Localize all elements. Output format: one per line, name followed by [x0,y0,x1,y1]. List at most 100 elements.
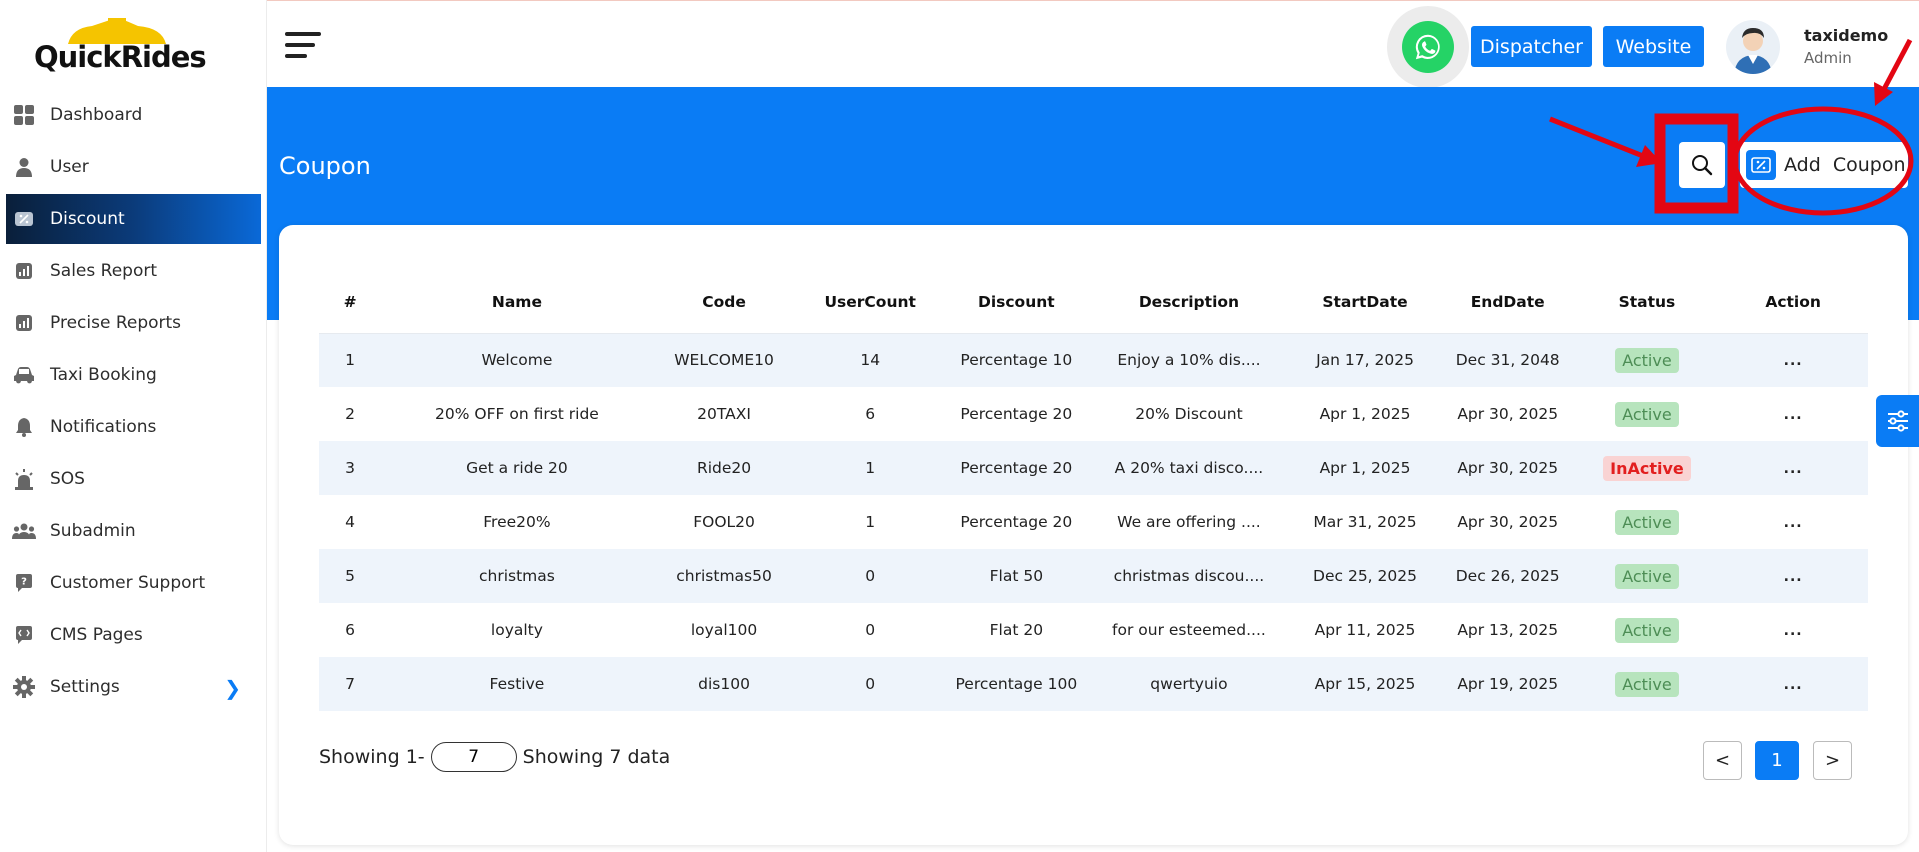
sidebar-item-label: Precise Reports [50,313,182,333]
sidebar-item-customer-support[interactable]: ? Customer Support [6,558,261,608]
table-cell: 20% OFF on first ride [435,405,599,423]
sidebar-item-sales-report[interactable]: Sales Report [6,246,261,296]
table-cell: Apr 1, 2025 [1319,459,1411,477]
next-page-button[interactable]: > [1813,741,1852,780]
showing-suffix: Showing 7 data [522,746,671,768]
table-cell: Festive [489,675,545,693]
user-name: taxidemo [1804,26,1889,45]
table-cell: WELCOME10 [674,351,774,370]
sidebar-item-label: Dashboard [50,105,143,125]
status-badge: Active [1615,563,1679,589]
sidebar-item-label: Subadmin [50,521,136,541]
sidebar-item-settings[interactable]: Settings ❯ [6,662,261,712]
filter-settings-tab[interactable] [1876,395,1919,447]
group-icon [12,519,36,543]
chevron-right-icon[interactable]: ❯ [224,676,241,700]
add-coupon-label: Add Coupon [1784,154,1906,176]
table-cell: Active [1576,549,1719,603]
prev-page-button[interactable]: < [1703,741,1742,780]
per-page-input[interactable] [430,742,517,772]
sidebar-item-sos[interactable]: SOS [6,454,261,504]
dispatcher-button[interactable]: Dispatcher [1471,26,1592,67]
table-cell: loyalty [490,621,543,639]
column-header: Name [491,292,542,311]
column-header: Action [1765,292,1821,311]
table-row: 7 Festive dis100 0 Percentage 100 qwertyuio Ap… [319,657,1868,711]
table-row: 6 loyalty loyal100 0 Flat 20 for our esteemed… [319,603,1868,657]
table-cell: 20% Discount [1135,405,1243,423]
table-body: 1 Welcome WELCOME10 14 Percentage 10 Enjoy a … [319,333,1868,711]
menu-toggle-icon[interactable] [285,32,325,62]
website-button[interactable]: Website [1603,26,1704,67]
car-icon [12,363,36,387]
code-icon [12,623,36,647]
more-actions-icon[interactable]: ... [1783,677,1803,693]
report-icon [12,259,36,283]
table-cell: Apr 15, 2025 [1314,675,1416,693]
table-cell: 7 [345,675,355,693]
sidebar-item-label: Sales Report [50,261,158,281]
more-actions-icon[interactable]: ... [1783,569,1803,585]
sidebar-item-taxi-booking[interactable]: Taxi Booking [6,350,261,400]
logo-text: QuickRides [34,40,207,74]
more-actions-icon[interactable]: ... [1783,407,1803,423]
sidebar-item-notifications[interactable]: Notifications [6,402,261,452]
sidebar-item-cms-pages[interactable]: CMS Pages [6,610,261,660]
table-cell: Flat 50 [989,567,1044,585]
more-actions-icon[interactable]: ... [1783,353,1803,370]
sidebar-item-user[interactable]: User [6,142,261,192]
table-cell: Active [1576,603,1719,657]
whatsapp-button-wrap [1387,6,1469,88]
sidebar-item-label: Notifications [50,417,157,437]
table-cell: Apr 11, 2025 [1314,621,1416,639]
sidebar-item-dashboard[interactable]: Dashboard [6,90,261,140]
status-badge: InActive [1603,455,1691,481]
table-cell: Percentage 20 [960,405,1073,423]
coupon-card: # Name Code UserCount Discount Description Sta… [279,225,1908,845]
table-cell: 6 [345,621,355,639]
more-actions-icon[interactable]: ... [1783,515,1803,531]
table-cell: Active [1576,657,1719,711]
table-cell: 1 [865,513,876,531]
table-cell: Welcome [481,351,553,370]
whatsapp-icon[interactable] [1402,21,1454,73]
add-coupon-button[interactable]: Add Coupon [1740,142,1908,188]
sidebar-item-discount[interactable]: Discount [6,194,261,244]
table-cell: InActive [1576,441,1719,495]
sliders-icon [1887,410,1908,432]
sidebar-item-precise-reports[interactable]: Precise Reports [6,298,261,348]
top-rule [0,0,1919,5]
column-header: Status [1618,292,1676,311]
sidebar-item-label: Discount [50,209,125,229]
table-cell: Apr 19, 2025 [1457,675,1559,693]
table-cell: Mar 31, 2025 [1313,513,1417,531]
table-cell: 0 [865,621,876,639]
coupon-icon [1746,150,1776,180]
table-cell: Percentage 20 [960,459,1073,477]
table-row: 1 Welcome WELCOME10 14 Percentage 10 Enjoy a … [319,333,1868,387]
table-cell: for our esteemed.... [1112,621,1266,639]
more-actions-icon[interactable]: ... [1783,461,1803,477]
grid-icon [12,103,36,127]
table-cell: Percentage 10 [960,351,1073,370]
table-cell: Free20% [483,513,551,531]
avatar[interactable] [1726,20,1780,74]
table-row: 3 Get a ride 20 Ride20 1 Percentage 20 A 20% … [319,441,1868,495]
table-cell: Dec 26, 2025 [1455,567,1560,585]
more-actions-icon[interactable]: ... [1783,623,1803,639]
table-cell: 3 [345,459,355,477]
table-cell: 0 [865,675,876,693]
logo[interactable]: QuickRides [34,16,207,82]
table-cell: Active [1576,333,1719,387]
search-button[interactable] [1679,142,1725,188]
page-1-button[interactable]: 1 [1755,741,1799,780]
discount-icon [12,207,36,231]
sidebar-item-label: Customer Support [50,573,206,593]
search-icon [1692,155,1713,176]
top-header: Dispatcher Website taxidemo Admin [267,6,1919,88]
table-cell: Flat 20 [989,621,1044,639]
sidebar-item-subadmin[interactable]: Subadmin [6,506,261,556]
table-cell: Jan 17, 2025 [1316,351,1414,370]
table-cell: christmas50 [676,567,772,585]
sidebar-item-label: Taxi Booking [50,365,157,385]
